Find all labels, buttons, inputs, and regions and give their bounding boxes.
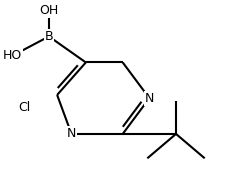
Text: N: N	[66, 127, 76, 140]
Text: B: B	[44, 30, 53, 43]
Text: HO: HO	[2, 49, 22, 62]
Text: Cl: Cl	[18, 101, 30, 114]
Text: N: N	[144, 92, 153, 105]
Text: OH: OH	[39, 4, 58, 17]
